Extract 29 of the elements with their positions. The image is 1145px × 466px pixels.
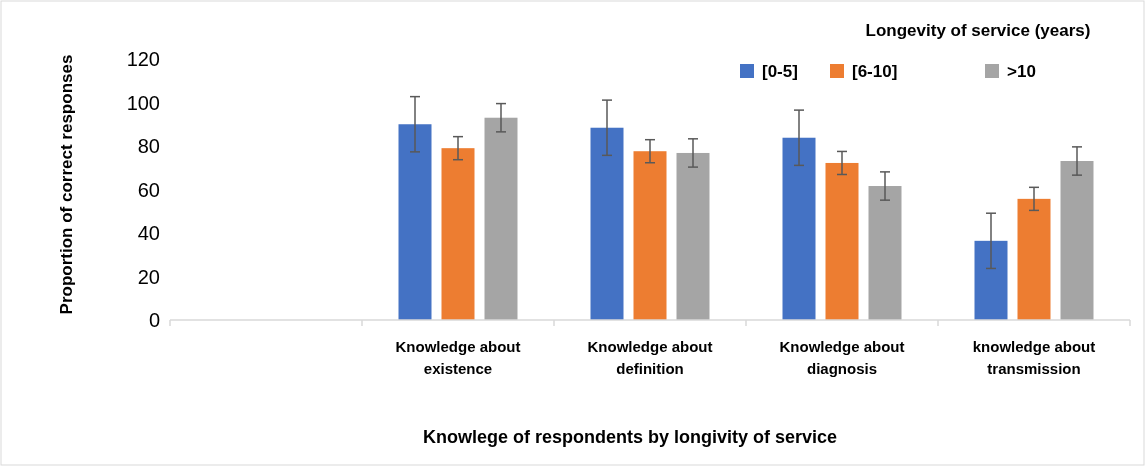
bar bbox=[1060, 161, 1094, 320]
bar bbox=[1017, 198, 1051, 320]
y-tick-label: 20 bbox=[137, 265, 160, 288]
bar bbox=[441, 148, 475, 320]
y-tick-label: 60 bbox=[137, 178, 160, 201]
y-axis-title: Proportion of correct responses bbox=[57, 54, 76, 315]
legend-label: [0-5] bbox=[762, 61, 798, 81]
legend-title: Longevity of service (years) bbox=[865, 21, 1091, 40]
x-axis-title: Knowlege of respondents by longivity of service bbox=[422, 427, 838, 447]
bar bbox=[676, 152, 710, 320]
bar bbox=[825, 162, 859, 320]
bar bbox=[398, 124, 432, 320]
y-tick-label: 120 bbox=[126, 48, 160, 70]
y-tick-label: 40 bbox=[137, 222, 160, 244]
x-tick-label: Knowledge about existence bbox=[395, 338, 521, 377]
x-tick-label: Knowledge about definition bbox=[587, 338, 713, 377]
legend-label: [6-10] bbox=[852, 61, 898, 81]
bar bbox=[484, 117, 518, 320]
bar bbox=[974, 240, 1008, 320]
bar bbox=[633, 151, 667, 320]
x-tick-label: Knowledge about diagnosis bbox=[779, 338, 905, 377]
legend-label: >10 bbox=[1007, 61, 1036, 81]
y-tick-label: 100 bbox=[126, 91, 160, 114]
y-tick-label: 80 bbox=[137, 135, 160, 157]
y-tick-label: 0 bbox=[148, 309, 160, 331]
bar bbox=[782, 137, 816, 320]
x-tick-label: knowledge about transmission bbox=[972, 338, 1096, 377]
bar bbox=[868, 186, 902, 320]
bar bbox=[590, 127, 624, 320]
